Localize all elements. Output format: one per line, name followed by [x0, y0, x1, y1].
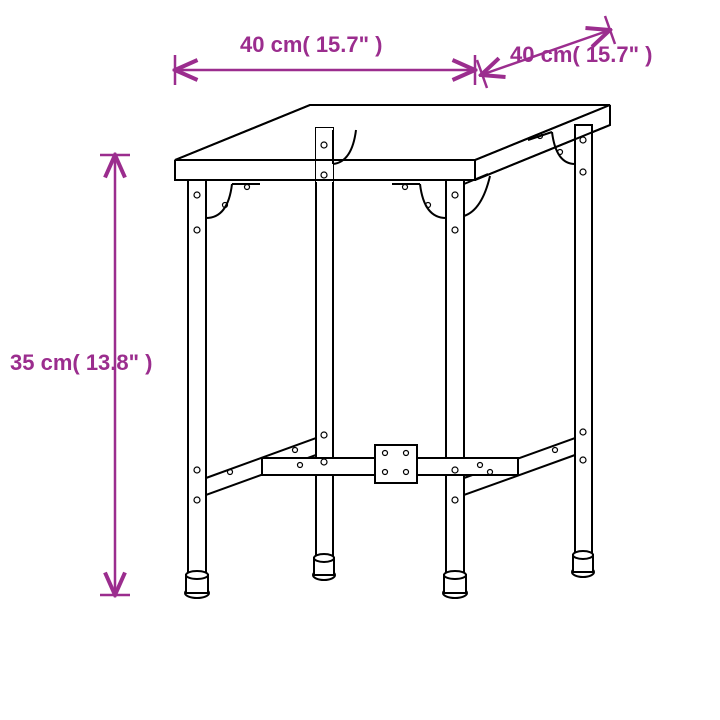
dimension-lines — [100, 16, 615, 595]
legs — [188, 125, 592, 575]
dim-height-label: 35 cm( 13.8" ) — [10, 350, 105, 376]
dim-width-label: 40 cm( 15.7" ) — [240, 32, 383, 58]
diagram-container: 40 cm( 15.7" ) 40 cm( 15.7" ) 35 cm( 13.… — [0, 0, 720, 720]
feet — [185, 551, 594, 598]
dim-depth-label: 40 cm( 15.7" ) — [510, 42, 653, 68]
braces — [206, 438, 575, 495]
table-top — [175, 105, 610, 180]
